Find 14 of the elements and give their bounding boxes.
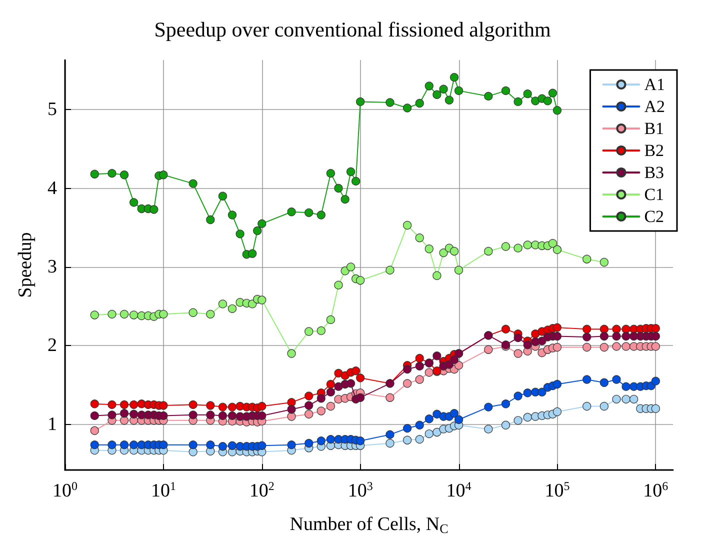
y-tick-label: 1 [48, 414, 57, 435]
legend-label: B3 [644, 163, 664, 182]
legend-label: B2 [644, 141, 664, 160]
legend-label: B1 [644, 119, 664, 138]
legend-label: A2 [644, 97, 666, 116]
y-tick-label: 2 [48, 335, 57, 356]
chart-title: Speedup over conventional fissioned algorithm [154, 18, 551, 42]
y-tick-label: 3 [48, 256, 57, 278]
legend-label: C1 [644, 185, 664, 204]
legend-label: A1 [644, 75, 666, 94]
legend-label: C2 [644, 207, 664, 226]
y-tick-label: 5 [48, 99, 57, 120]
y-tick-label: 4 [48, 178, 58, 199]
y-axis-title: Speedup [15, 232, 36, 298]
